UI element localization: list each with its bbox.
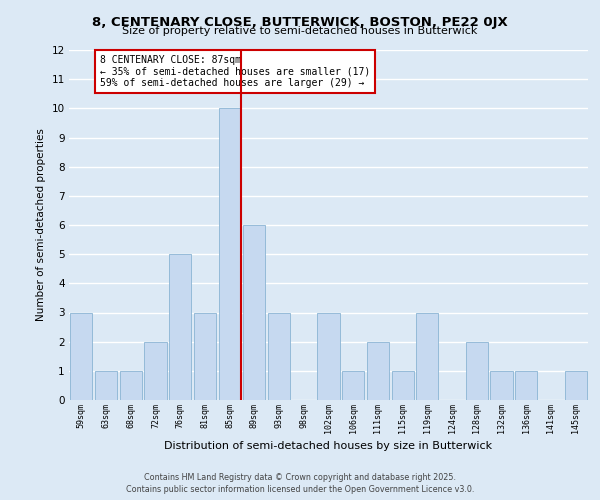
Bar [416, 312, 439, 400]
Bar [367, 342, 389, 400]
Text: 8 CENTENARY CLOSE: 87sqm
← 35% of semi-detached houses are smaller (17)
59% of s: 8 CENTENARY CLOSE: 87sqm ← 35% of semi-d… [100, 56, 370, 88]
Bar [119, 371, 142, 400]
Text: Size of property relative to semi-detached houses in Butterwick: Size of property relative to semi-detach… [122, 26, 478, 36]
Bar [243, 225, 265, 400]
X-axis label: Distribution of semi-detached houses by size in Butterwick: Distribution of semi-detached houses by … [164, 441, 493, 451]
Bar [268, 312, 290, 400]
Bar [70, 312, 92, 400]
Text: 8, CENTENARY CLOSE, BUTTERWICK, BOSTON, PE22 0JX: 8, CENTENARY CLOSE, BUTTERWICK, BOSTON, … [92, 16, 508, 29]
Bar [194, 312, 216, 400]
Bar [317, 312, 340, 400]
Bar [169, 254, 191, 400]
Bar [145, 342, 167, 400]
Bar [95, 371, 117, 400]
Bar [565, 371, 587, 400]
Bar [392, 371, 414, 400]
Bar [342, 371, 364, 400]
Text: Contains HM Land Registry data © Crown copyright and database right 2025.
Contai: Contains HM Land Registry data © Crown c… [126, 472, 474, 494]
Bar [515, 371, 538, 400]
Y-axis label: Number of semi-detached properties: Number of semi-detached properties [36, 128, 46, 322]
Bar [218, 108, 241, 400]
Bar [466, 342, 488, 400]
Bar [490, 371, 512, 400]
